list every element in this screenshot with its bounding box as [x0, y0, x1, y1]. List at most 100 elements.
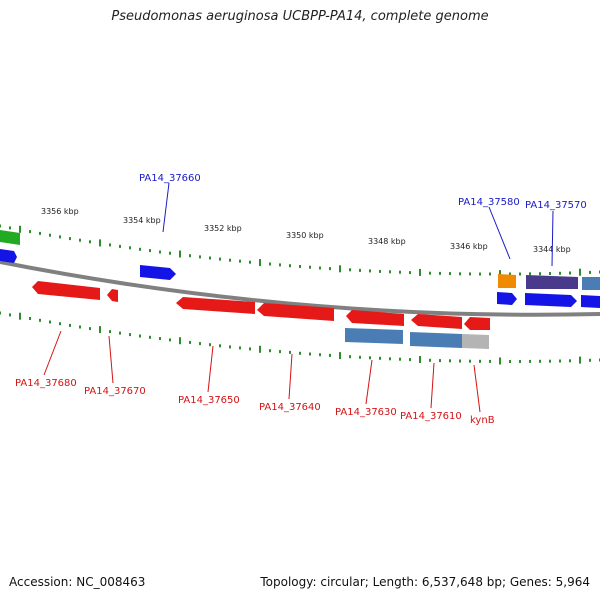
gene-feature[interactable] [32, 281, 100, 300]
scale-tick-minor [469, 272, 471, 276]
scale-tick-minor [219, 344, 221, 348]
gene-feature[interactable] [498, 274, 516, 288]
scale-tick-minor [29, 230, 31, 234]
scale-label: 3352 kbp [204, 224, 242, 233]
scale-tick-minor [489, 359, 491, 363]
scale-tick-minor [49, 320, 51, 324]
scale-tick-minor [459, 359, 461, 363]
scale-tick-major [339, 352, 341, 360]
scale-tick-minor [449, 359, 451, 363]
scale-tick-minor [119, 244, 121, 248]
scale-tick-minor [459, 272, 461, 276]
scale-tick-minor [309, 265, 311, 269]
gene-label[interactable]: PA14_37670 [84, 386, 146, 397]
gene-label[interactable]: PA14_37660 [139, 173, 201, 184]
gene-feature[interactable] [107, 289, 118, 302]
scale-tick-minor [529, 359, 531, 363]
scale-tick-minor [49, 233, 51, 237]
scale-tick-minor [209, 256, 211, 260]
gene-feature[interactable] [345, 328, 403, 344]
scale-tick-minor [329, 267, 331, 271]
scale-tick-minor [539, 359, 541, 363]
scale-tick-minor [489, 272, 491, 276]
scale-tick-minor [69, 323, 71, 327]
scale-tick-major [19, 225, 21, 233]
gene-feature[interactable] [0, 249, 17, 263]
scale-tick-major [419, 356, 421, 363]
scale-tick-minor [439, 359, 441, 363]
gene-feature[interactable] [525, 293, 577, 307]
scale-tick-minor [369, 356, 371, 360]
scale-tick-minor [129, 246, 131, 250]
scale-ticks-outer [0, 224, 600, 278]
scale-tick-minor [279, 263, 281, 267]
gene-feature[interactable] [0, 230, 20, 245]
gene-feature[interactable] [257, 303, 334, 321]
gene-feature[interactable] [410, 332, 462, 348]
gene-feature[interactable] [411, 314, 462, 329]
scale-tick-minor [519, 360, 521, 363]
scale-tick-minor [269, 349, 271, 353]
scale-tick-minor [89, 327, 91, 331]
scale-tick-minor [129, 333, 131, 337]
scale-tick-minor [109, 330, 111, 334]
scale-tick-minor [389, 270, 391, 274]
scale-tick-minor [429, 271, 431, 275]
scale-tick-minor [269, 262, 271, 266]
scale-tick-minor [199, 255, 201, 259]
scale-tick-minor [59, 235, 61, 239]
scale-tick-minor [379, 269, 381, 273]
gene-label[interactable]: PA14_37610 [400, 411, 462, 422]
scale-tick-minor [289, 350, 291, 354]
scale-tick-minor [239, 346, 241, 350]
gene-feature[interactable] [582, 277, 600, 290]
scale-tick-minor [329, 353, 331, 357]
scale-tick-minor [209, 343, 211, 347]
gene-label[interactable]: PA14_37570 [525, 200, 587, 211]
scale-tick-minor [139, 334, 141, 338]
scale-tick-major [19, 312, 21, 320]
scale-tick-minor [509, 360, 511, 363]
gene-feature[interactable] [176, 297, 255, 314]
scale-label: 3346 kbp [450, 242, 488, 251]
reverse-genes [32, 281, 490, 349]
scale-tick-minor [149, 335, 151, 339]
gene-feature[interactable] [464, 317, 490, 330]
scale-tick-major [259, 259, 261, 267]
scale-tick-minor [469, 359, 471, 363]
scale-tick-minor [399, 357, 401, 361]
scale-tick-minor [299, 351, 301, 355]
gene-label[interactable]: PA14_37680 [15, 378, 77, 389]
gene-feature[interactable] [581, 295, 600, 308]
scale-tick-minor [249, 347, 251, 351]
scale-tick-major [179, 337, 181, 345]
scale-tick-minor [239, 259, 241, 263]
scale-tick-minor [219, 257, 221, 261]
scale-tick-minor [0, 224, 1, 228]
scale-tick-minor [189, 340, 191, 344]
accession-text: Accession: NC_008463 [9, 575, 146, 589]
scale-tick-minor [29, 317, 31, 320]
scale-tick-minor [229, 345, 231, 349]
scale-tick-major [179, 250, 181, 258]
scale-tick-minor [449, 272, 451, 276]
gene-label[interactable]: kynB [470, 415, 495, 426]
gene-label[interactable]: PA14_37650 [178, 395, 240, 406]
scale-tick-major [339, 265, 341, 273]
gene-feature[interactable] [526, 275, 578, 289]
gene-label[interactable]: PA14_37580 [458, 197, 520, 208]
gene-feature[interactable] [497, 292, 517, 305]
scale-tick-minor [429, 358, 431, 362]
scale-tick-minor [299, 265, 301, 268]
scale-tick-minor [409, 358, 411, 362]
scale-tick-minor [349, 268, 351, 272]
scale-tick-minor [359, 355, 361, 359]
gene-feature[interactable] [140, 265, 176, 280]
scale-tick-minor [559, 359, 561, 363]
gene-label[interactable]: PA14_37640 [259, 402, 321, 413]
gene-label[interactable]: PA14_37630 [335, 407, 397, 418]
gene-feature[interactable] [462, 334, 489, 349]
scale-tick-major [499, 270, 501, 278]
scale-tick-minor [589, 270, 591, 274]
gene-feature[interactable] [346, 310, 404, 326]
